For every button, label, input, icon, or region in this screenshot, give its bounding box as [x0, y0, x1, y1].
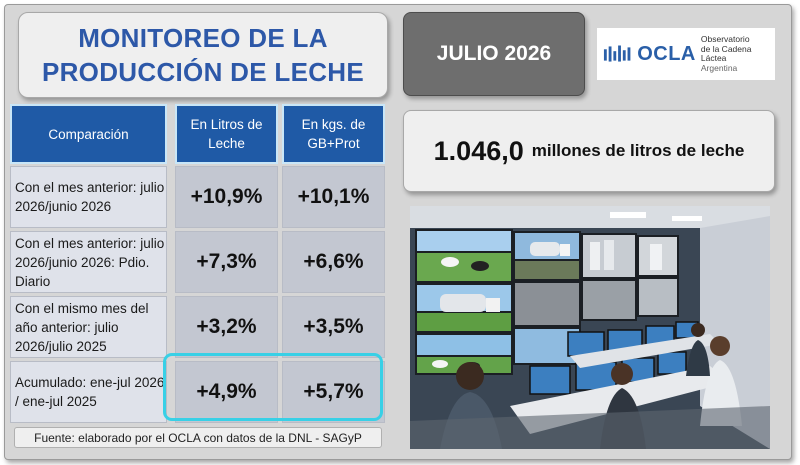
- column-header-litros: En Litros de Leche: [175, 104, 278, 164]
- title-line-1: MONITOREO DE LA: [78, 23, 328, 53]
- value-litros: +4,9%: [175, 361, 278, 423]
- logo-subtitle: Observatorio de la Cadena Láctea Argenti…: [700, 34, 775, 73]
- row-label: Acumulado: ene-jul 2026 / ene-jul 2025: [10, 361, 167, 423]
- logo-wordmark: OCLA: [637, 42, 696, 65]
- logo-subtitle-line-2: de la Cadena Láctea: [700, 43, 752, 63]
- row-label: Con el mismo mes del año anterior: julio…: [10, 296, 167, 358]
- period-badge: JULIO 2026: [403, 12, 585, 96]
- value-kgs: +10,1%: [282, 166, 385, 228]
- control-room-illustration: [410, 206, 770, 449]
- value-litros: +3,2%: [175, 296, 278, 358]
- table-row: Con el mismo mes del año anterior: julio…: [10, 296, 386, 358]
- period-label: JULIO 2026: [436, 42, 552, 65]
- page-title: MONITOREO DE LA PRODUCCIÓN DE LECHE: [18, 12, 388, 98]
- ocla-logo: OCLA Observatorio de la Cadena Láctea Ar…: [597, 28, 775, 80]
- logo-subtitle-line-3: Argentina: [700, 62, 738, 73]
- table-header-row: Comparación En Litros de Leche En kgs. d…: [10, 104, 386, 164]
- control-room-photo: [410, 206, 770, 449]
- comparison-table: Comparación En Litros de Leche En kgs. d…: [10, 104, 386, 426]
- table-row: Con el mes anterior: julio 2026/junio 20…: [10, 231, 386, 293]
- value-kgs: +5,7%: [282, 361, 385, 423]
- value-kgs: +3,5%: [282, 296, 385, 358]
- total-value: 1.046,0: [433, 135, 524, 166]
- logo-subtitle-line-1: Observatorio: [700, 34, 750, 44]
- source-note: Fuente: elaborado por el OCLA con datos …: [14, 427, 382, 448]
- table-row: Con el mes anterior: julio 2026/junio 20…: [10, 166, 386, 228]
- row-label: Con el mes anterior: julio 2026/junio 20…: [10, 231, 167, 293]
- wave-logo-icon: [603, 45, 631, 62]
- row-label: Con el mes anterior: julio 2026/junio 20…: [10, 166, 167, 228]
- value-litros: +10,9%: [175, 166, 278, 228]
- title-line-2: PRODUCCIÓN DE LECHE: [41, 57, 365, 87]
- value-litros: +7,3%: [175, 231, 278, 293]
- column-header-comparacion: Comparación: [10, 104, 167, 164]
- value-kgs: +6,6%: [282, 231, 385, 293]
- total-production-box: 1.046,0 millones de litros de leche: [403, 110, 775, 192]
- source-text: Fuente: elaborado por el OCLA con datos …: [34, 430, 362, 445]
- total-unit: millones de litros de leche: [531, 141, 745, 160]
- table-row: Acumulado: ene-jul 2026 / ene-jul 2025 +…: [10, 361, 386, 423]
- column-header-kgs: En kgs. de GB+Prot: [282, 104, 385, 164]
